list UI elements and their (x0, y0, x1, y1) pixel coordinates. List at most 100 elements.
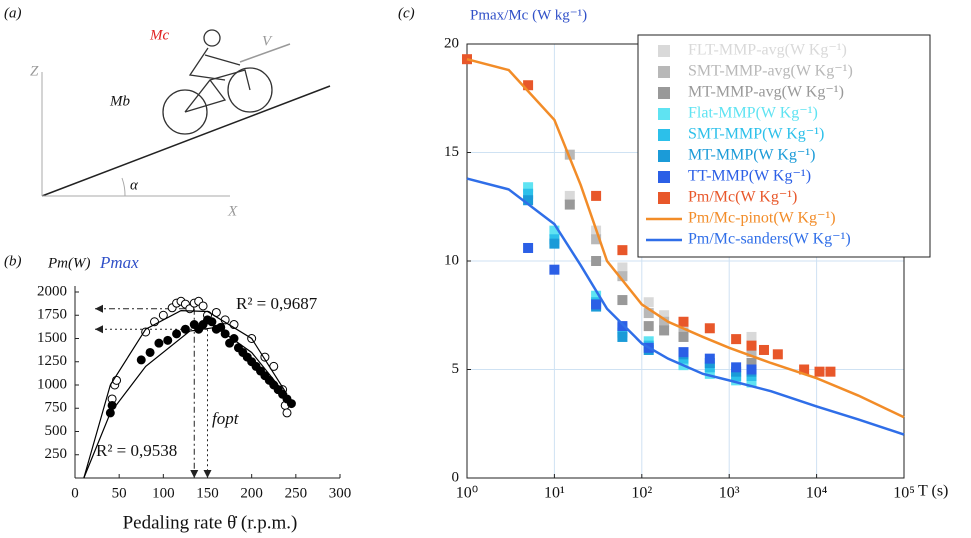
point (825, 366, 836, 377)
legend-swatch (658, 129, 670, 141)
y-tick-label: 1250 (37, 353, 67, 369)
point (617, 262, 628, 273)
point (643, 297, 654, 308)
legend-label: TT-MMP(W Kg⁻¹) (688, 168, 811, 185)
x-axis-label: T (s) (918, 483, 948, 500)
point (659, 316, 670, 327)
point (678, 316, 689, 327)
point (746, 347, 757, 358)
legend-label: Pm/Mc-sanders(W Kg⁻¹) (688, 231, 851, 248)
point (746, 377, 757, 388)
y-tick-label: 1000 (37, 376, 67, 392)
y-tick-label: 250 (45, 446, 68, 462)
point (564, 190, 575, 201)
mass-rider: Mc (149, 27, 169, 43)
point (549, 225, 560, 236)
point (282, 408, 292, 418)
point (286, 399, 296, 409)
legend-swatch (658, 192, 670, 204)
point (617, 321, 628, 332)
point (260, 352, 270, 362)
point (145, 347, 155, 357)
annotation: R² = 0,9538 (96, 441, 177, 460)
y-axis-label: Pm(W) (47, 255, 90, 271)
y-tick-label: 1500 (37, 330, 67, 346)
legend-swatch (658, 45, 670, 57)
legend-swatch (658, 66, 670, 78)
panel-label: (c) (398, 5, 415, 21)
point (229, 334, 239, 343)
annotation: R² = 0,9687 (236, 294, 318, 313)
point (704, 323, 715, 334)
x-tick-label: 250 (285, 485, 308, 501)
angle-arc (121, 177, 126, 197)
point (704, 368, 715, 379)
x-label: X (227, 203, 238, 219)
annotation: Pmax (99, 253, 139, 272)
point (746, 364, 757, 375)
point (643, 321, 654, 332)
fit-line (83, 309, 288, 479)
y-tick-label: 15 (444, 144, 459, 160)
legend-swatch (658, 171, 670, 183)
panel-a: (a) Mc V Mb Z X α (4, 5, 331, 219)
x-tick-label: 200 (240, 485, 263, 501)
x-tick-label: 10³ (719, 485, 740, 502)
point (523, 80, 534, 91)
point (154, 338, 164, 348)
x-tick-label: 10¹ (544, 485, 565, 502)
x-tick-label: 0 (71, 485, 79, 501)
point (617, 295, 628, 306)
point (731, 362, 742, 373)
mass-bike: Mb (109, 93, 130, 109)
legend-label: SMT-MMP-avg(W Kg⁻¹) (688, 63, 853, 80)
point (617, 271, 628, 282)
point (163, 335, 173, 345)
point (746, 331, 757, 342)
point (746, 340, 757, 351)
legend-swatch (658, 87, 670, 99)
point (591, 234, 602, 245)
legend-label: Pm/Mc-pinot(W Kg⁻¹) (688, 210, 836, 227)
y-axis-label: Pmax/Mc (W kg⁻¹) (470, 7, 587, 23)
point (617, 245, 628, 256)
x-tick-label: 150 (196, 485, 219, 501)
point (523, 242, 534, 253)
point (591, 290, 602, 301)
point (591, 256, 602, 266)
legend-label: MT-MMP(W Kg⁻¹) (688, 147, 815, 164)
point (678, 347, 689, 358)
legend-label: Pm/Mc(W Kg⁻¹) (688, 189, 797, 206)
y-tick-label: 2000 (37, 283, 67, 299)
point (746, 357, 757, 368)
point (772, 349, 783, 360)
point (564, 149, 575, 160)
point (591, 190, 602, 201)
point (731, 334, 742, 345)
fit-line (466, 177, 905, 436)
legend-label: Flat-MMP(W Kg⁻¹) (688, 105, 818, 122)
x-tick-label: 10² (631, 485, 652, 502)
x-tick-label: 10⁵ (893, 485, 915, 502)
point (549, 264, 560, 275)
point (659, 325, 670, 336)
point (564, 199, 575, 210)
speed-arrow (239, 43, 291, 63)
point (136, 355, 146, 365)
point (198, 301, 208, 311)
legend-label: SMT-MMP(W Kg⁻¹) (688, 126, 824, 143)
point (814, 366, 825, 377)
y-tick-label: 1750 (37, 307, 67, 323)
point (591, 299, 602, 310)
point (172, 329, 182, 339)
z-label: Z (30, 63, 39, 79)
point (523, 195, 534, 206)
speed-label: V (262, 33, 273, 49)
point (180, 324, 190, 334)
point (523, 188, 534, 199)
point (107, 400, 117, 410)
panel-label: (b) (4, 253, 22, 269)
x-tick-label: 50 (112, 485, 127, 501)
x-axis-label: Pedaling rate θ̇ (r.p.m.) (123, 512, 298, 533)
